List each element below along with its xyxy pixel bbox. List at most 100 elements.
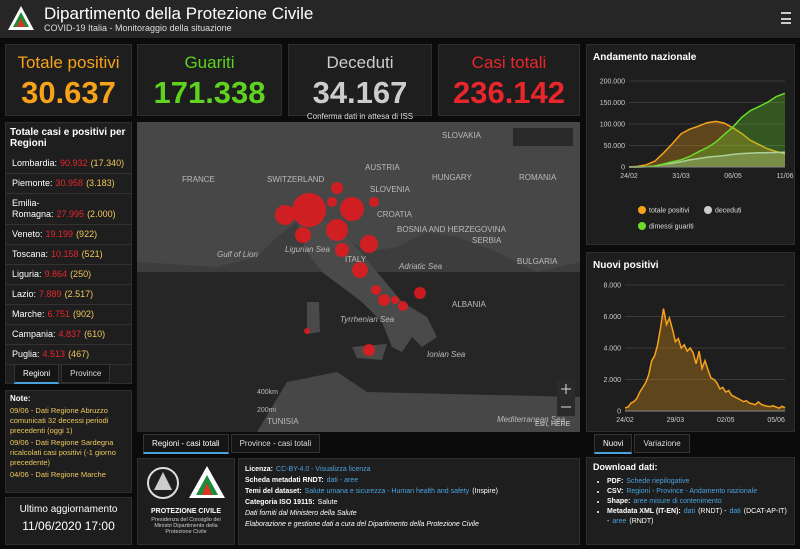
link[interactable]: dati — [683, 508, 696, 515]
text-line: Metadata XML (IT-EN):dati(RNDT) -dati(DC… — [607, 507, 788, 527]
y-tick-label: 50.000 — [604, 143, 626, 150]
link[interactable]: CC-BY-4.0 - Visualizza licenza — [276, 466, 371, 473]
text: Categoria ISO 19115: — [245, 499, 315, 506]
y-tick-label: 2.000 — [603, 377, 621, 384]
chart-new: Nuovi positivi 0 2.000 4.000 6.000 8.000 24/02… — [586, 252, 795, 432]
toolbar[interactable] — [513, 128, 573, 146]
y-tick-label: 0 — [621, 165, 625, 172]
license-panel: Licenza: CC-BY-4.0 - Visualizza licenza Sc… — [238, 458, 580, 545]
tab[interactable]: Regioni — [14, 364, 60, 384]
download-panel: Download dati: PDF:Schede riepilogativeC… — [586, 457, 795, 545]
region-row: Campania: 4.837 (610) — [6, 325, 131, 345]
kpi-label: Totale positivi — [17, 53, 120, 72]
region-row: Liguria: 9.864 (250) — [6, 265, 131, 285]
link[interactable]: Regioni - Province - Andamento nazionale — [626, 488, 758, 495]
map-label: HUNGARY — [432, 173, 473, 182]
link[interactable]: dati - aree — [326, 477, 359, 484]
map-label: ALBANIA — [452, 300, 486, 309]
x-tick-label: 02/05 — [717, 417, 735, 424]
kpi-value: 30.637 — [21, 75, 116, 110]
kpi-label: Guariti — [184, 53, 235, 72]
x-tick-label: 06/05 — [724, 173, 742, 180]
notes-panel: Note: 09/06 - Dati Regione Abruzzo comun… — [5, 390, 132, 493]
region-positive: (902) — [73, 309, 95, 319]
logo-images — [147, 466, 225, 499]
y-tick-label: 150.000 — [600, 100, 625, 107]
area — [625, 308, 785, 411]
region-row: Puglia: 4.513 (467) — [6, 345, 131, 365]
map-label: CROATIA — [377, 210, 413, 219]
logo-name: PROTEZIONE CIVILE — [150, 508, 221, 515]
x-tick-label: 11/06 — [777, 173, 794, 180]
region-row: Lazio: 7.889 (2.517) — [6, 285, 131, 305]
update-value: 11/06/2020 17:00 — [22, 519, 115, 533]
map-label: Tyrrhenian Sea — [340, 315, 395, 324]
map-label: SWITZERLAND — [267, 175, 325, 184]
region-name: Puglia: — [12, 349, 40, 359]
region-name: Marche: — [12, 309, 45, 319]
tab[interactable]: Nuovi — [594, 434, 633, 454]
kpi-label: Casi totali — [471, 53, 547, 72]
kpi-note: Conferma dati in attesa di ISS — [306, 112, 414, 121]
regions-tabs: Regioni Province — [14, 363, 112, 384]
text-line: Dati forniti dal Ministero della Salute — [245, 508, 573, 519]
x-tick-label: 24/02 — [620, 173, 638, 180]
link[interactable]: aree misure di contenimento — [633, 498, 722, 505]
tab[interactable]: Variazione — [634, 434, 690, 453]
text: (RNDT) - — [698, 508, 727, 515]
legend-swatch — [704, 206, 712, 214]
map-label: AUSTRIA — [365, 163, 400, 172]
region-total: 27.995 — [56, 209, 85, 219]
text-line: Shape:aree misure di contenimento — [607, 497, 788, 507]
kpi-value: 34.167 — [312, 75, 408, 110]
region-name: Piemonte: — [12, 178, 53, 188]
region-positive: (521) — [81, 249, 103, 259]
region-row: Veneto: 19.199 (922) — [6, 225, 131, 245]
x-tick-label: 05/06 — [767, 417, 785, 424]
region-total: 4.513 — [42, 349, 66, 359]
text: Salute — [317, 499, 338, 506]
text: (DCAT-AP-IT) - — [607, 508, 787, 525]
logo — [8, 6, 34, 30]
chart-title: Nuovi positivi — [593, 260, 659, 271]
link[interactable]: dati — [729, 508, 741, 515]
text: Licenza: — [245, 466, 274, 473]
text: Dati forniti dal Ministero della Salute — [245, 510, 357, 517]
region-row: Piemonte: 30.958 (3.183) — [6, 174, 131, 194]
map-scale: 400km — [257, 389, 278, 396]
link[interactable]: Schede riepilogative — [626, 478, 690, 485]
y-tick-label: 200.000 — [600, 79, 625, 86]
map-tabs: Regioni - casi totali Province - casi tot… — [143, 433, 322, 454]
tab[interactable]: Regioni - casi totali — [143, 434, 229, 454]
region-positive: (922) — [76, 229, 98, 239]
region-row: Lombardia: 90.932 (17.340) — [6, 154, 131, 174]
sardinia — [307, 302, 320, 334]
tab[interactable]: Province — [61, 364, 111, 383]
text-line: Scheda metadati RNDT: dati - aree — [245, 475, 573, 486]
menu-button[interactable] — [781, 12, 791, 24]
map-bubbles — [275, 182, 426, 356]
kpi-value: 236.142 — [452, 75, 566, 110]
regions-panel: Totale casi e positivi per Regioni Lomba… — [5, 122, 132, 384]
notes-list: 09/06 - Dati Regione Abruzzo comunicati … — [6, 406, 131, 480]
legend-swatch — [638, 222, 646, 230]
region-row: Marche: 6.751 (902) — [6, 305, 131, 325]
region-name: Toscana: — [12, 249, 49, 259]
tab[interactable]: Province - casi totali — [230, 434, 321, 453]
region-total: 7.889 — [39, 289, 62, 299]
text-line: Elaborazione e gestione dati a cura del … — [245, 519, 573, 530]
region-positive: (610) — [84, 329, 106, 339]
kpi-card: Deceduti 34.167 Conferma dati in attesa di… — [288, 44, 432, 121]
y-tick-label: 0 — [617, 409, 621, 416]
download-title: Download dati: — [593, 462, 658, 472]
legend-label: deceduti — [715, 208, 742, 215]
header-title: Dipartimento della Protezione Civile — [44, 4, 314, 23]
map: FRANCE SWITZERLAND AUSTRIA SLOVAKIA HUNG… — [137, 122, 580, 432]
link[interactable]: Salute umana e sicurezza - Human health … — [304, 488, 470, 495]
region-row: Emilia-Romagna: 27.995 (2.000) — [6, 194, 131, 225]
area — [629, 121, 785, 167]
region-row: Toscana: 10.158 (521) — [6, 245, 131, 265]
regions-list: Lombardia: 90.932 (17.340) Piemonte: 30.958(… — [6, 154, 131, 365]
link[interactable]: aree — [612, 518, 627, 525]
